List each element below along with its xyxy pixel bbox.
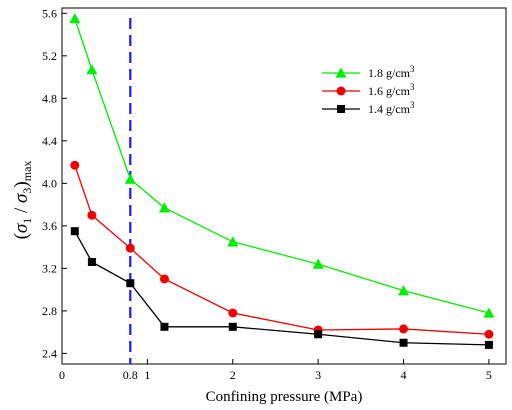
x-tick-label: 0	[59, 368, 65, 382]
ylabel-sub-max: max	[20, 161, 34, 182]
ylabel-sigma3: σ	[11, 193, 32, 203]
data-point	[158, 202, 170, 213]
svg-text:(σ1 / σ3)max: (σ1 / σ3)max	[11, 161, 34, 240]
y-tick-label: 4.4	[42, 134, 57, 148]
data-point	[125, 243, 135, 253]
x-tick-label: 5	[486, 368, 492, 382]
legend-label: 1.6 g/cm3	[368, 82, 415, 98]
ylabel-sub1: 1	[20, 218, 34, 224]
legend-label: 1.8 g/cm3	[368, 64, 415, 80]
x-axis-title: Confining pressure (MPa)	[206, 389, 363, 405]
x-tick-label: 0.8	[123, 368, 138, 382]
data-point	[227, 236, 239, 247]
y-tick-label: 3.6	[42, 219, 57, 233]
legend-label: 1.4 g/cm3	[368, 100, 415, 116]
data-point	[483, 307, 495, 318]
data-point	[160, 322, 169, 331]
y-axis-ticks: 2.4 2.8 3.2 3.6 4.0 4.4 4.8 5.2 5.6	[42, 6, 67, 360]
data-point	[484, 340, 493, 349]
x-axis-ticks: 0 0.8 1 2 3 4 5	[59, 359, 492, 382]
data-point	[398, 285, 410, 296]
data-point	[87, 257, 96, 266]
data-point	[86, 64, 98, 75]
series-line	[74, 18, 490, 314]
ylabel-sub3: 3	[20, 188, 34, 194]
data-point	[314, 330, 323, 339]
y-axis-title: (σ1 / σ3)max	[11, 161, 34, 240]
series-layer	[69, 13, 495, 349]
x-tick-label: 2	[230, 368, 236, 382]
series-line	[74, 230, 489, 346]
data-point	[228, 322, 237, 331]
legend-item: 1.6 g/cm3	[322, 82, 415, 98]
data-point	[124, 173, 136, 184]
ylabel-paren-open: (	[11, 233, 32, 239]
x-tick-label: 3	[315, 368, 321, 382]
legend-marker	[336, 86, 346, 96]
data-point	[312, 258, 324, 269]
series-line	[74, 165, 489, 335]
x-tick-label: 4	[401, 368, 407, 382]
y-tick-label: 2.4	[42, 346, 57, 360]
data-point	[69, 13, 81, 24]
y-tick-label: 2.8	[42, 304, 57, 318]
legend-marker	[335, 67, 347, 78]
series-triangle	[69, 13, 495, 318]
data-point	[87, 210, 97, 220]
ylabel-sigma1: σ	[11, 223, 32, 233]
data-point	[484, 329, 494, 339]
series-circle	[70, 160, 494, 339]
legend-marker	[337, 105, 345, 113]
y-tick-label: 5.2	[42, 49, 57, 63]
plot-frame	[61, 7, 507, 365]
data-point	[228, 308, 238, 318]
ylabel-paren-close: )	[11, 181, 32, 187]
x-tick-label: 1	[144, 368, 150, 382]
y-tick-label: 4.8	[42, 91, 57, 105]
legend-item: 1.4 g/cm3	[322, 100, 415, 116]
legend: 1.8 g/cm3 1.6 g/cm3 1.4 g/cm3	[322, 64, 415, 116]
legend-item: 1.8 g/cm3	[322, 64, 415, 80]
y-tick-label: 3.2	[42, 261, 57, 275]
data-point	[70, 160, 80, 170]
data-point	[399, 324, 409, 334]
series-square	[70, 227, 493, 349]
data-point	[70, 227, 79, 236]
y-tick-label: 5.6	[42, 6, 57, 20]
ylabel-slash: /	[11, 203, 32, 218]
y-tick-label: 4.0	[42, 176, 57, 190]
data-point	[399, 338, 408, 347]
data-point	[126, 279, 135, 288]
data-point	[159, 274, 169, 284]
